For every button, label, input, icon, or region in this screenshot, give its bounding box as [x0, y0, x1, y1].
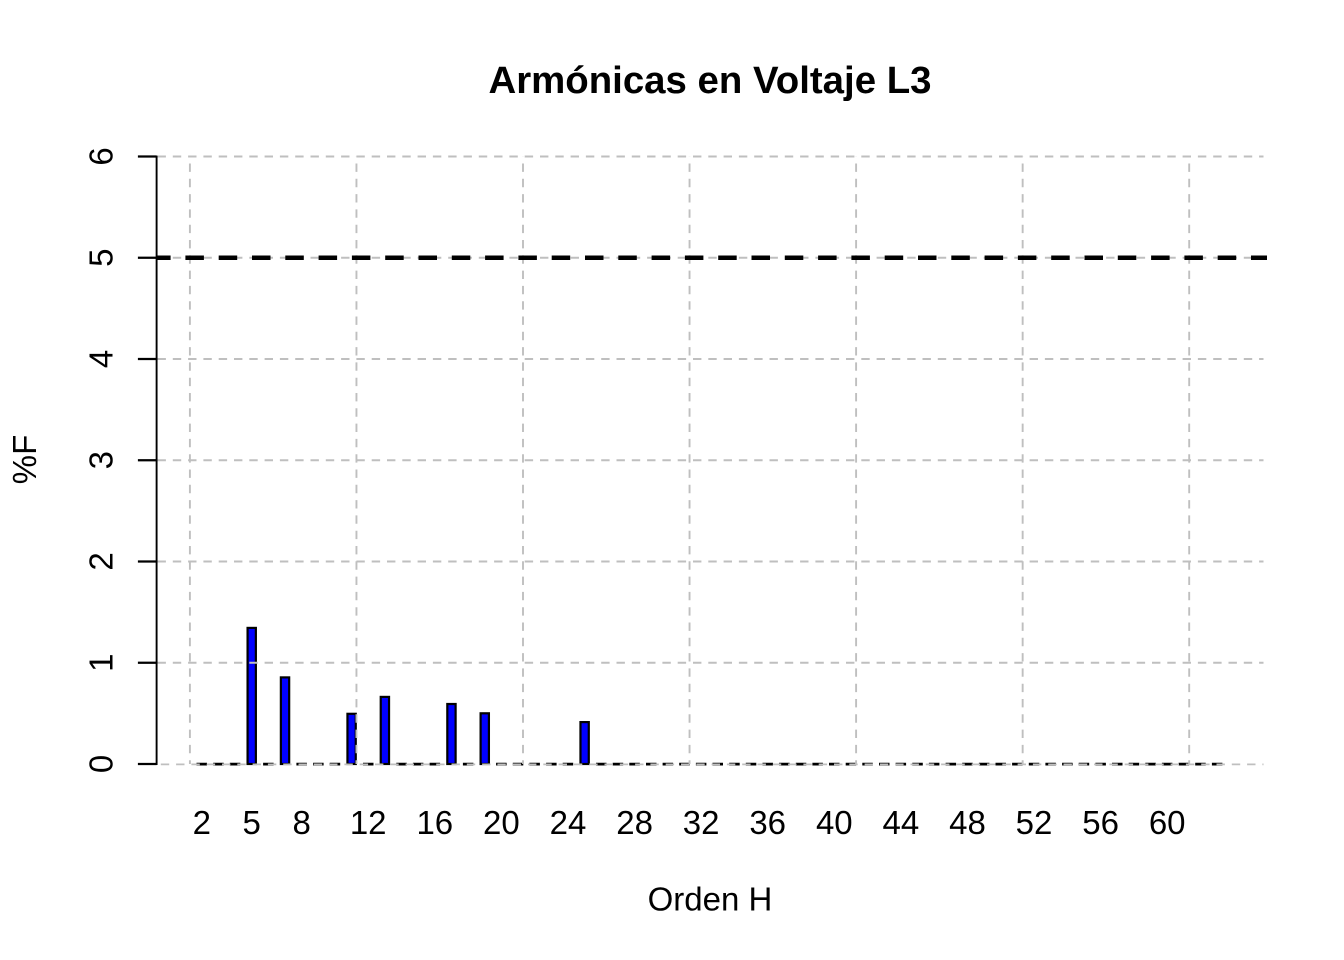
svg-text:56: 56 — [1082, 804, 1119, 841]
svg-text:4: 4 — [83, 350, 120, 368]
svg-text:16: 16 — [416, 804, 453, 841]
svg-text:60: 60 — [1149, 804, 1186, 841]
svg-text:12: 12 — [350, 804, 387, 841]
svg-text:52: 52 — [1016, 804, 1053, 841]
svg-text:0: 0 — [83, 755, 120, 773]
svg-text:36: 36 — [749, 804, 786, 841]
svg-text:40: 40 — [816, 804, 853, 841]
svg-text:Orden H: Orden H — [648, 881, 773, 918]
svg-text:5: 5 — [243, 804, 261, 841]
svg-text:6: 6 — [83, 147, 120, 165]
svg-text:%F: %F — [6, 435, 43, 485]
svg-text:3: 3 — [83, 451, 120, 469]
svg-text:2: 2 — [83, 552, 120, 570]
svg-text:8: 8 — [293, 804, 311, 841]
svg-text:48: 48 — [949, 804, 986, 841]
svg-text:5: 5 — [83, 249, 120, 267]
svg-text:2: 2 — [193, 804, 211, 841]
svg-text:20: 20 — [483, 804, 520, 841]
svg-text:24: 24 — [550, 804, 587, 841]
svg-text:1: 1 — [83, 654, 120, 672]
svg-text:44: 44 — [883, 804, 920, 841]
svg-text:Armónicas en Voltaje L3: Armónicas en Voltaje L3 — [488, 59, 931, 102]
svg-text:28: 28 — [616, 804, 653, 841]
svg-text:32: 32 — [683, 804, 720, 841]
